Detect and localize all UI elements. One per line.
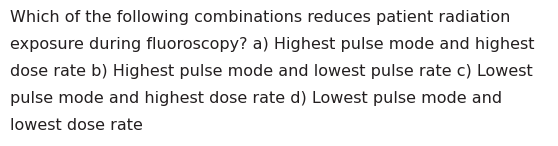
Text: dose rate b) Highest pulse mode and lowest pulse rate c) Lowest: dose rate b) Highest pulse mode and lowe… bbox=[10, 64, 533, 79]
Text: lowest dose rate: lowest dose rate bbox=[10, 118, 143, 133]
Text: Which of the following combinations reduces patient radiation: Which of the following combinations redu… bbox=[10, 10, 511, 25]
Text: exposure during fluoroscopy? a) Highest pulse mode and highest: exposure during fluoroscopy? a) Highest … bbox=[10, 37, 535, 52]
Text: pulse mode and highest dose rate d) Lowest pulse mode and: pulse mode and highest dose rate d) Lowe… bbox=[10, 91, 502, 106]
